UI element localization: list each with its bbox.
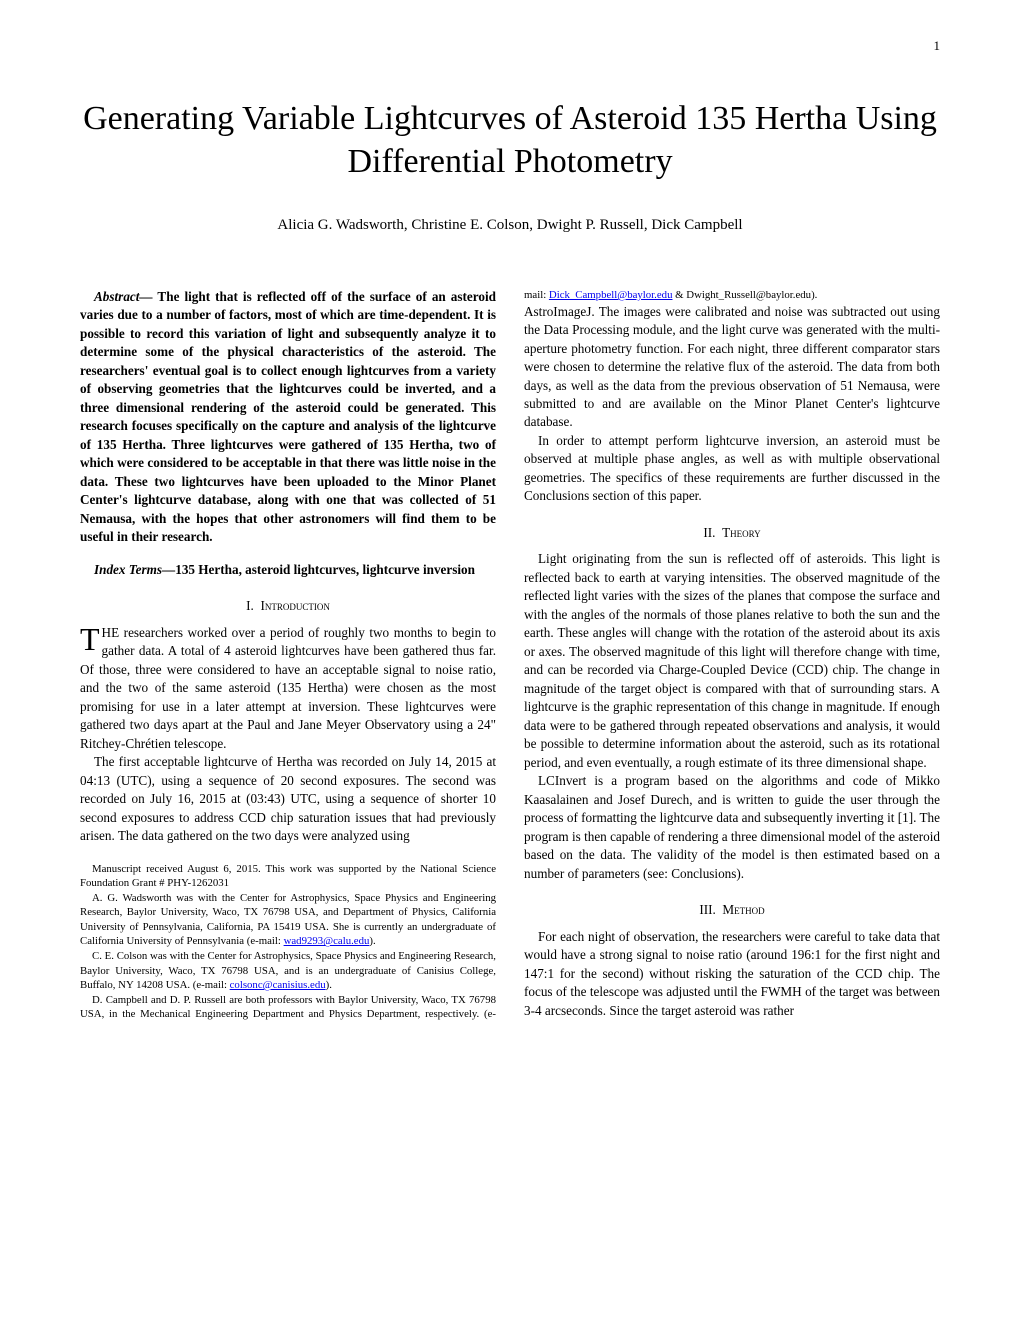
theory-paragraph-1: Light originating from the sun is reflec… xyxy=(524,550,940,772)
footnote-text-end: ). xyxy=(326,979,332,991)
paper-title: Generating Variable Lightcurves of Aster… xyxy=(80,98,940,183)
section-heading-introduction: I. Introduction xyxy=(80,597,496,615)
section-title: Introduction xyxy=(260,598,329,613)
footnote-text-end: ). xyxy=(369,935,375,947)
author-list: Alicia G. Wadsworth, Christine E. Colson… xyxy=(80,217,940,234)
email-link-colson[interactable]: colsonc@canisius.edu xyxy=(230,979,326,991)
abstract-label: Abstract— xyxy=(94,289,153,304)
footnote-text-end: & Dwight_Russell@baylor.edu). xyxy=(672,289,817,301)
email-link-campbell[interactable]: Dick_Campbell@baylor.edu xyxy=(549,289,673,301)
method-paragraph-1: For each night of observation, the resea… xyxy=(524,928,940,1020)
intro-paragraph-1: THE researchers worked over a period of … xyxy=(80,624,496,753)
column2-continuation: AstroImageJ. The images were calibrated … xyxy=(524,303,940,432)
index-terms-label: Index Terms— xyxy=(94,562,175,577)
section-number: II. xyxy=(703,525,715,540)
section-heading-theory: II. Theory xyxy=(524,524,940,542)
theory-paragraph-2: LCInvert is a program based on the algor… xyxy=(524,772,940,883)
section-number: I. xyxy=(246,598,254,613)
index-terms-text: 135 Hertha, asteroid lightcurves, lightc… xyxy=(175,562,475,577)
intro-paragraph-2: The first acceptable lightcurve of Herth… xyxy=(80,753,496,845)
page-number: 1 xyxy=(934,38,941,54)
footnote-author-wadsworth: A. G. Wadsworth was with the Center for … xyxy=(80,891,496,949)
email-link-wadsworth[interactable]: wad9293@calu.edu xyxy=(284,935,370,947)
section-title: Method xyxy=(722,902,764,917)
section-number: III. xyxy=(699,902,715,917)
section-title: Theory xyxy=(722,525,761,540)
section-heading-method: III. Method xyxy=(524,901,940,919)
index-terms: Index Terms—135 Hertha, asteroid lightcu… xyxy=(80,561,496,579)
footnote-manuscript: Manuscript received August 6, 2015. This… xyxy=(80,862,496,891)
column2-paragraph-2: In order to attempt perform lightcurve i… xyxy=(524,432,940,506)
abstract-paragraph: Abstract— The light that is reflected of… xyxy=(80,288,496,547)
two-column-body: Abstract— The light that is reflected of… xyxy=(80,288,940,1022)
abstract-text: The light that is reflected off of the s… xyxy=(80,289,496,544)
footnote-author-colson: C. E. Colson was with the Center for Ast… xyxy=(80,949,496,993)
intro-p1-text: HE researchers worked over a period of r… xyxy=(80,625,496,751)
